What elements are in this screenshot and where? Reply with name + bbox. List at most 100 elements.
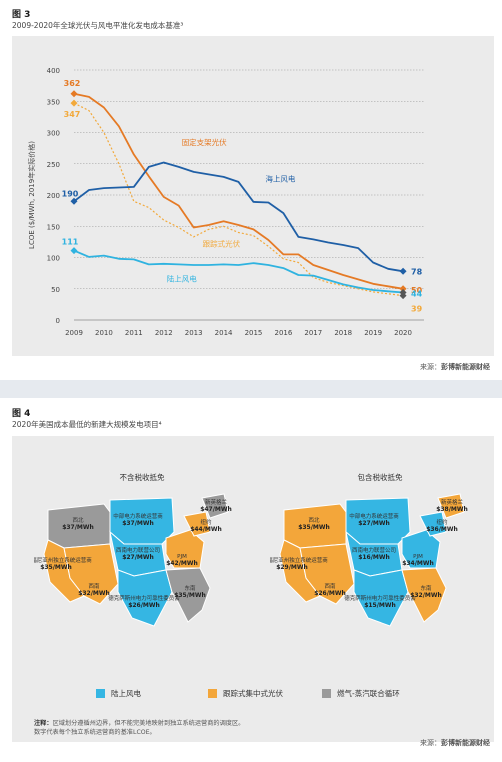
series-name-label: 跟踪式光伏 bbox=[203, 238, 241, 248]
map-region bbox=[401, 567, 447, 623]
source-name: 彭博新能源财经 bbox=[441, 739, 490, 747]
series-end-label: 50 bbox=[411, 286, 423, 295]
series-end-marker bbox=[399, 267, 407, 275]
x-tick-label: 2010 bbox=[95, 329, 113, 337]
x-tick-label: 2014 bbox=[215, 329, 233, 337]
region-value: $35/MWh bbox=[298, 524, 330, 531]
y-tick-label: 0 bbox=[56, 317, 60, 325]
legend-tracking-pv: 跟踪式集中式光伏 bbox=[208, 688, 283, 699]
label-layer: 362 50 固定支架光伏 347 39 跟踪式光伏 190 78 海上风电 111 44 陆上风电 bbox=[62, 79, 423, 314]
region-value: $36/MWh bbox=[426, 526, 458, 533]
series-start-marker bbox=[70, 90, 78, 98]
x-tick-label: 2019 bbox=[364, 329, 382, 337]
series-start-label: 347 bbox=[64, 110, 81, 119]
series-end-marker bbox=[399, 285, 407, 293]
y-tick-label: 300 bbox=[47, 130, 60, 138]
figure3-label: 图 3 bbox=[12, 10, 31, 20]
source-prefix: 来源： bbox=[420, 363, 441, 371]
region-value: $35/MWh bbox=[174, 592, 206, 599]
legend-swatch bbox=[96, 689, 105, 698]
source-name: 彭博新能源财经 bbox=[441, 363, 490, 371]
map-region bbox=[63, 543, 119, 605]
chart-panel: 0 50 100 150 200 250 300 350 400 2009 2010 2011 2012… bbox=[12, 36, 494, 356]
region-name: 加利福尼亚州独立系统运营商 bbox=[34, 556, 92, 564]
series-start-marker bbox=[70, 247, 78, 255]
region-name: 西南 bbox=[324, 582, 336, 590]
legend-onshore-wind: 陆上风电 bbox=[96, 688, 141, 699]
region-value: $26/MWh bbox=[128, 602, 160, 609]
region-value: $38/MWh bbox=[436, 506, 468, 513]
region-name: PJM bbox=[413, 554, 423, 560]
y-tick-label: 200 bbox=[47, 192, 60, 200]
series-end-label: 78 bbox=[411, 267, 423, 276]
region-name: 加利福尼亚州独立系统运营商 bbox=[270, 556, 328, 564]
map-region bbox=[299, 543, 355, 605]
region-name: 西南电力联营公司 bbox=[352, 546, 396, 554]
map-region bbox=[201, 493, 229, 519]
y-tick-label: 400 bbox=[47, 67, 60, 75]
region-value: $42/MWh bbox=[166, 560, 198, 567]
region-name: 中部电力系统运营商 bbox=[349, 512, 399, 520]
series-line-fixed_pv bbox=[73, 92, 404, 290]
y-tick-label: 150 bbox=[47, 223, 60, 231]
region-name: 德克萨斯州电力可靠性委员会 bbox=[344, 594, 416, 602]
x-tick-label: 2016 bbox=[274, 329, 292, 337]
map-region bbox=[419, 511, 447, 537]
map-right-title: 包含税收抵免 bbox=[357, 473, 403, 482]
figure3-source: 来源：彭博新能源财经 bbox=[420, 362, 490, 372]
map-left-title: 不含税收抵免 bbox=[119, 473, 165, 482]
us-map-no-credit: 西北$37/MWh加利福尼亚州独立系统运营商$35/MWh西南$32/MWh中部… bbox=[34, 493, 232, 627]
us-map-with-credit: 西北$35/MWh 加利福尼亚州独立系统运营商$29/MWh 西南$26/MWh 中部… bbox=[270, 493, 468, 627]
region-value: $32/MWh bbox=[78, 590, 110, 597]
region-value: $15/MWh bbox=[364, 602, 396, 609]
map-region bbox=[353, 569, 409, 627]
y-tick-label: 250 bbox=[47, 161, 60, 169]
legend-label: 陆上风电 bbox=[111, 689, 141, 698]
figure3-title: 2009-2020年全球光伏与风电平准化发电成本基准³ bbox=[12, 21, 184, 30]
region-value: $37/MWh bbox=[122, 520, 154, 527]
figure4-label: 图 4 bbox=[12, 409, 31, 419]
region-value: $26/MWh bbox=[314, 590, 346, 597]
series-name-label: 固定支架光伏 bbox=[182, 137, 227, 147]
figure3-card: 图 3 2009-2020年全球光伏与风电平准化发电成本基准³ 0 50 100 15… bbox=[0, 0, 502, 380]
series-start-label: 111 bbox=[62, 238, 79, 247]
series-line-tracking_pv bbox=[73, 102, 404, 297]
series-name-label: 陆上风电 bbox=[167, 273, 197, 283]
region-value: $44/MWh bbox=[190, 526, 222, 533]
series-start-label: 190 bbox=[62, 189, 79, 198]
region-name: 新英格兰 bbox=[205, 498, 228, 506]
region-name: 中部电力系统运营商 bbox=[113, 512, 163, 520]
x-tick-label: 2011 bbox=[125, 329, 143, 337]
region-name: 德克萨斯州电力可靠性委员会 bbox=[108, 594, 180, 602]
series-name-label: 海上风电 bbox=[265, 173, 295, 183]
region-value: $29/MWh bbox=[276, 564, 308, 571]
series-start-marker bbox=[70, 197, 78, 205]
series-end-marker bbox=[399, 289, 407, 296]
map-panel: 不含税收抵免 包含税收抵免 西北$37/MWh加利福尼亚州独立系统运营商$35/… bbox=[12, 436, 494, 742]
map-region bbox=[117, 569, 173, 627]
region-name: 新英格兰 bbox=[441, 498, 464, 506]
legend-swatch bbox=[208, 689, 217, 698]
y-axis-label: LCOE ($/MWh, 2019年实际价格) bbox=[27, 141, 36, 249]
legend-label: 跟踪式集中式光伏 bbox=[223, 689, 283, 698]
region-value: $35/MWh bbox=[40, 564, 72, 571]
region-value: $27/MWh bbox=[122, 554, 154, 561]
series-end-label: 44 bbox=[411, 290, 423, 299]
note-label: 注释： bbox=[34, 720, 53, 727]
region-name: 西南 bbox=[88, 582, 100, 590]
region-value: $27/MWh bbox=[358, 520, 390, 527]
source-prefix: 来源： bbox=[420, 739, 441, 747]
x-tick-label: 2015 bbox=[245, 329, 263, 337]
note-line-2: 数字代表每个独立系统运营商的基准LCOE。 bbox=[34, 729, 156, 736]
region-name: 纽约 bbox=[436, 518, 448, 526]
series-end-label: 39 bbox=[411, 305, 423, 314]
region-name: 东南 bbox=[420, 584, 432, 592]
region-value: $47/MWh bbox=[200, 506, 232, 513]
series-start-marker bbox=[70, 99, 78, 107]
x-tick-label: 2020 bbox=[394, 329, 412, 337]
series-start-label: 362 bbox=[64, 79, 81, 88]
x-tick-label: 2013 bbox=[185, 329, 203, 337]
x-tick-label: 2009 bbox=[65, 329, 83, 337]
map-region bbox=[165, 567, 211, 623]
region-value: $16/MWh bbox=[358, 554, 390, 561]
